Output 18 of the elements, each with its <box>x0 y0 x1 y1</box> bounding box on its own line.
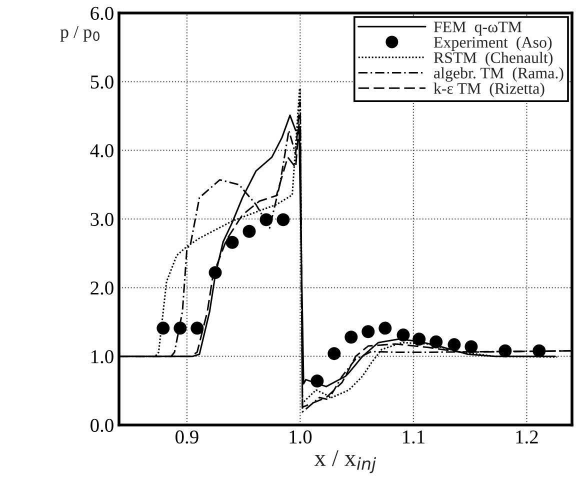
legend-label: Experiment (Aso) <box>434 36 552 51</box>
y-tick-label: 5.0 <box>90 75 114 89</box>
y-tick-label: 3.0 <box>90 212 114 226</box>
x-tick-label: 1.1 <box>403 430 424 444</box>
y-tick-label: 6.0 <box>90 6 114 20</box>
y-axis-title: p / p$_{0}$ <box>60 26 100 42</box>
x-tick-label: 0.9 <box>176 430 198 444</box>
y-tick-label: 0.0 <box>90 418 114 432</box>
legend-label: RSTM (Chenault) <box>434 52 553 66</box>
y-tick-label: 2.0 <box>90 281 114 295</box>
y-tick-label: 1.0 <box>92 350 114 364</box>
legend-label: FEM q-ωTM <box>434 22 522 36</box>
x-tick-label: 1.2 <box>516 430 538 444</box>
x-axis-title: x / x$_{inj}$ <box>314 450 376 474</box>
y-tick-label: 4.0 <box>90 144 114 158</box>
legend-label: algebr. TM (Rama.) <box>434 67 564 82</box>
x-tick-label: 1.0 <box>290 430 312 444</box>
legend-label: k-ε TM (Rizetta) <box>434 82 544 98</box>
